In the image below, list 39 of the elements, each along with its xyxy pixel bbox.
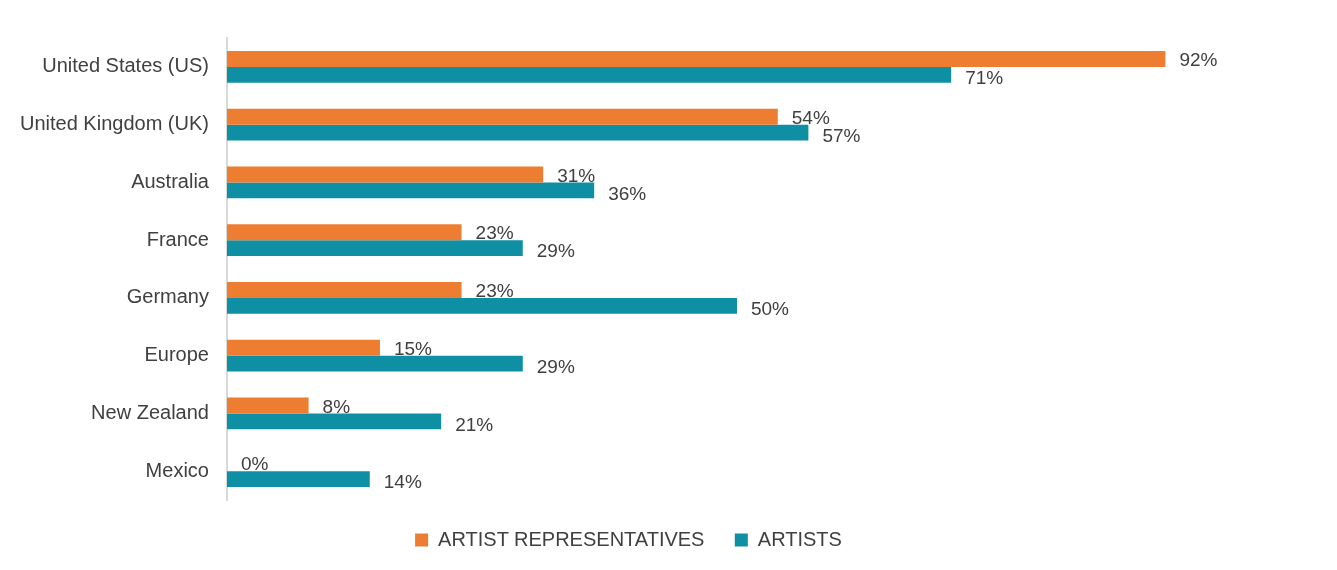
- bar: [226, 108, 778, 125]
- y-tick-label: Mexico: [145, 458, 209, 481]
- data-label: 36%: [608, 182, 647, 204]
- data-label: 71%: [965, 67, 1004, 89]
- bar: [226, 66, 952, 83]
- data-label: 8%: [322, 395, 351, 417]
- bar: [226, 124, 809, 141]
- data-label: 23%: [475, 280, 514, 302]
- data-label: 29%: [536, 240, 575, 262]
- data-label: 21%: [455, 413, 494, 435]
- y-tick-label: Germany: [126, 285, 209, 308]
- data-label: 15%: [393, 337, 433, 359]
- y-tick-label: United States (US): [42, 54, 209, 77]
- bar: [226, 413, 442, 430]
- legend-label: ARTISTS: [757, 527, 842, 550]
- bar: [226, 471, 370, 488]
- data-label: 14%: [383, 471, 422, 493]
- bar: [226, 240, 523, 257]
- y-tick-label: Europe: [144, 343, 209, 366]
- bar: [226, 224, 462, 241]
- data-label: 0%: [240, 453, 269, 475]
- bar: [226, 50, 1166, 67]
- bar: [226, 182, 595, 199]
- data-label: 92%: [1179, 49, 1218, 71]
- y-tick-label: New Zealand: [91, 400, 209, 423]
- bar: [226, 297, 737, 314]
- bar: [226, 355, 523, 372]
- data-label: 29%: [536, 355, 575, 377]
- bar: [226, 397, 309, 414]
- data-label: 31%: [557, 164, 596, 186]
- bar: [226, 166, 544, 183]
- data-label: 50%: [750, 298, 790, 320]
- y-tick-label: Australia: [131, 169, 210, 192]
- y-tick-label: France: [146, 227, 209, 250]
- data-label: 23%: [475, 222, 514, 244]
- y-tick-label: United Kingdom (UK): [20, 112, 209, 135]
- legend-label: ARTIST REPRESENTATIVES: [438, 527, 705, 550]
- bar: [226, 339, 380, 356]
- bar: [226, 281, 462, 298]
